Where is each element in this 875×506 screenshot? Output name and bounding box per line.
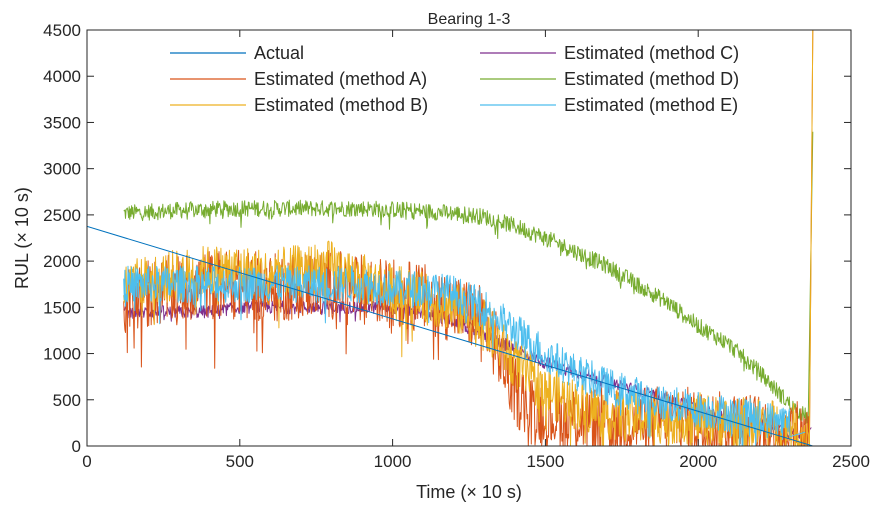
legend-label-actual: Actual [254,43,304,63]
x-tick-label: 1500 [526,452,564,471]
y-tick-label: 3000 [43,160,81,179]
legend-entry-method-a: Estimated (method A) [170,69,427,89]
series-line-actual [87,225,813,446]
chart-title: Bearing 1-3 [428,11,511,28]
y-tick-label: 2500 [43,206,81,225]
series-layer [87,30,814,446]
y-tick-label: 4500 [43,21,81,40]
legend-entry-actual: Actual [170,43,304,63]
legend-label-method-d: Estimated (method D) [564,69,739,89]
series-line-method-a [123,30,814,446]
x-tick-label: 2500 [832,452,870,471]
y-tick-label: 1500 [43,298,81,317]
legend-label-method-b: Estimated (method B) [254,95,428,115]
legend-entry-method-b: Estimated (method B) [170,95,428,115]
x-tick-label: 2000 [679,452,717,471]
legend-label-method-e: Estimated (method E) [564,95,738,115]
y-tick-label: 1000 [43,345,81,364]
legend: Actual Estimated (method A) Estimated (m… [170,43,739,115]
y-tick-label: 500 [53,391,81,410]
series-line-method-e [123,265,806,446]
plot-frame [86,29,852,447]
y-tick-label: 0 [72,437,81,456]
legend-entry-method-c: Estimated (method C) [480,43,739,63]
x-tick-label: 1000 [374,452,412,471]
legend-label-method-c: Estimated (method C) [564,43,739,63]
x-axis-label: Time (× 10 s) [416,482,522,502]
y-tick-label: 2000 [43,252,81,271]
y-tick-label: 3500 [43,113,81,132]
series-line-method-d [123,131,814,425]
legend-entry-method-d: Estimated (method D) [480,69,739,89]
legend-entry-method-e: Estimated (method E) [480,95,738,115]
y-axis-label: RUL (× 10 s) [12,187,32,289]
plot-area [87,30,851,446]
ticks-layer: 0 500 1000 1500 2000 2500 0 500 1000 1500 2000 2500… [43,21,870,471]
x-tick-label: 0 [82,452,91,471]
x-tick-label: 500 [226,452,254,471]
legend-label-method-a: Estimated (method A) [254,69,427,89]
y-tick-label: 4000 [43,67,81,86]
